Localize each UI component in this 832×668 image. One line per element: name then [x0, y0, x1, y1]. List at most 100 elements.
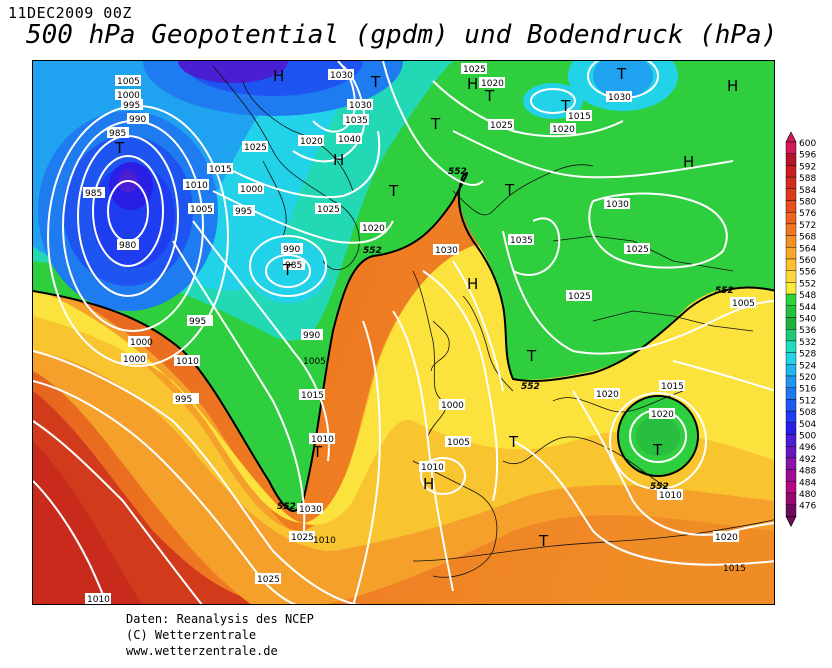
legend-label: 528	[799, 350, 816, 360]
legend-swatch	[785, 387, 797, 400]
isobar-label: 1015	[301, 391, 324, 401]
credits: Daten: Reanalysis des NCEP (C) Wetterzen…	[126, 611, 314, 659]
isobar-label: 1025	[244, 143, 267, 153]
height-label: 552	[521, 382, 540, 392]
legend-label: 580	[799, 198, 816, 208]
legend-label: 572	[799, 221, 816, 231]
legend-swatch	[785, 364, 797, 377]
isobar-label: 1025	[490, 121, 513, 131]
pressure-center: T	[526, 347, 537, 365]
legend-label: 568	[799, 233, 816, 243]
legend-label: 544	[799, 303, 816, 313]
legend-label: 480	[799, 490, 816, 500]
pressure-center: T	[430, 115, 441, 133]
legend-label: 488	[799, 467, 816, 477]
legend-label: 532	[799, 338, 816, 348]
legend-swatch	[785, 399, 797, 412]
isobar-label: 1030	[606, 200, 629, 210]
isobar-label: 1025	[291, 533, 314, 543]
legend-label: 588	[799, 174, 816, 184]
pressure-center: T	[370, 73, 381, 91]
pressure-center: T	[504, 181, 515, 199]
legend-swatch	[785, 176, 797, 189]
pressure-center: T	[538, 532, 549, 550]
isobar-label: 1030	[608, 93, 631, 103]
credit-data-source: Daten: Reanalysis des NCEP	[126, 612, 314, 626]
isobar-label: 995	[123, 101, 140, 111]
legend-swatch	[785, 340, 797, 353]
isobar-label: 980	[119, 241, 136, 251]
legend-label: 504	[799, 420, 816, 430]
pressure-center: T	[616, 65, 627, 83]
legend-label: 596	[799, 151, 816, 161]
isobar-label: 1020	[552, 125, 575, 135]
pressure-center: T	[388, 182, 399, 200]
legend-label: 492	[799, 455, 816, 465]
legend-swatch	[785, 481, 797, 494]
isobar-label: 1040	[338, 135, 361, 145]
isobar-label: 995	[189, 317, 206, 327]
legend-swatch	[785, 188, 797, 201]
isobar-label: 1020	[651, 410, 674, 420]
legend-swatch	[785, 200, 797, 213]
legend-swatch	[785, 235, 797, 248]
legend-label: 592	[799, 162, 816, 172]
height-label: 552	[448, 167, 467, 177]
isobar-label: 995	[235, 207, 252, 217]
weather-map: 1005 1000 995 990 985 985 980 1010 1015 …	[32, 60, 775, 605]
legend-label: 536	[799, 326, 816, 336]
legend-swatch	[785, 223, 797, 236]
isobar-label: 1025	[463, 65, 486, 75]
legend-swatch	[785, 410, 797, 424]
isobar-label: 1000	[441, 401, 464, 411]
isobar-label: 1010	[176, 357, 199, 367]
credit-website: www.wetterzentrale.de	[126, 644, 278, 658]
height-label: 552	[715, 286, 734, 296]
isobar-label: 1005	[303, 357, 326, 367]
pressure-center: T	[312, 443, 323, 461]
isobar-label: 995	[175, 395, 192, 405]
legend-swatch	[785, 247, 797, 260]
legend-label: 484	[799, 478, 816, 488]
legend-swatch	[785, 434, 797, 447]
legend-swatch	[785, 282, 797, 295]
pressure-center: T	[560, 97, 571, 115]
isobar-label: 1000	[240, 185, 263, 195]
legend-label: 576	[799, 209, 816, 219]
isobar-label: 990	[303, 331, 320, 341]
isobar-label: 1005	[447, 438, 470, 448]
legend-label: 600	[799, 139, 816, 149]
legend-swatch	[785, 469, 797, 482]
isobar-label: 1010	[659, 491, 682, 501]
isobar-label: 1015	[209, 165, 232, 175]
isobar-label: 1020	[300, 137, 323, 147]
legend-label: 524	[799, 361, 816, 371]
isobar-label: 985	[109, 129, 126, 139]
legend-label: 476	[799, 502, 816, 512]
legend-swatch	[785, 165, 797, 178]
isobar-label: 990	[129, 115, 146, 125]
legend-swatch	[785, 305, 797, 318]
isobar-label: 1010	[421, 463, 444, 473]
isobar-label: 1000	[130, 338, 153, 348]
legend-swatch	[785, 317, 797, 330]
pressure-center: H	[423, 475, 434, 493]
legend-swatch	[785, 375, 797, 388]
pressure-label-group: 1005 1000 995 990 985 985 980 1010 1015 …	[85, 65, 755, 604]
legend-label: 512	[799, 396, 816, 406]
legend-swatch	[785, 293, 797, 307]
legend-label: 540	[799, 315, 816, 325]
isobar-label: 990	[283, 245, 300, 255]
legend-label: 556	[799, 268, 816, 278]
isobar-label: 1015	[661, 382, 684, 392]
isobar-label: 1010	[313, 536, 336, 546]
pressure-center: T	[508, 433, 519, 451]
legend-swatch	[785, 492, 797, 505]
height-label: 552	[277, 502, 296, 512]
isobar-label: 1015	[723, 564, 746, 574]
pressure-center: T	[652, 441, 663, 459]
isobar-label: 1005	[117, 77, 140, 87]
isobar-label: 1005	[732, 299, 755, 309]
pressure-center: H	[333, 151, 344, 169]
legend-label: 552	[799, 279, 816, 289]
